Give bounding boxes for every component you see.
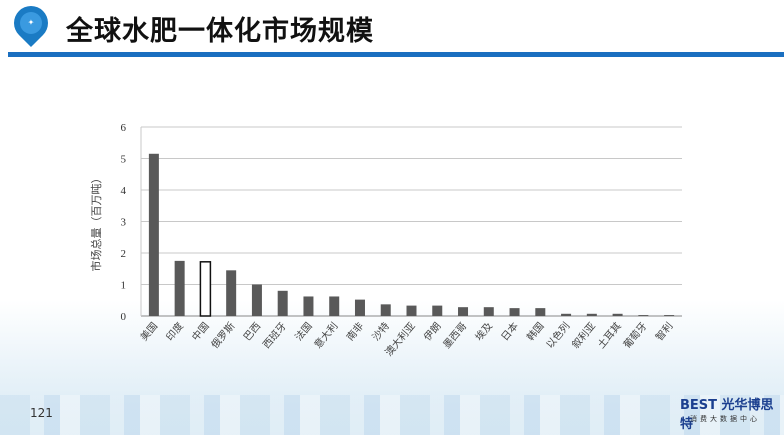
bar-澳大利亚 [406,305,417,316]
y-tick-label: 5 [121,154,127,166]
page-title: 全球水肥一体化市场规模 [66,16,374,47]
bar-韩国 [535,308,546,316]
bar-葡萄牙 [638,315,649,316]
x-tick-label: 沙特 [370,320,392,343]
x-tick-label: 智利 [653,320,676,344]
bar-日本 [509,308,520,316]
bar-土耳其 [612,313,623,316]
x-tick-label: 日本 [498,320,521,344]
x-tick-label: 韩国 [524,320,547,344]
y-tick-label: 6 [121,122,127,134]
bar-叙利亚 [586,313,597,316]
y-tick-label: 2 [121,248,127,260]
bar-中国 [199,261,212,317]
x-tick-label: 伊朗 [422,320,444,343]
farm-logo-icon: ✦ [20,12,42,34]
x-tick-label: 埃及 [472,320,495,344]
bar-伊朗 [432,305,443,316]
bar-智利 [664,315,675,316]
x-tick-label: 西班牙 [261,320,289,351]
x-tick-label: 意大利 [311,320,340,351]
y-tick-label: 1 [121,280,127,292]
y-axis-label: 市场总量（百万吨） [89,173,103,272]
y-tick-label: 3 [121,217,127,229]
x-tick-label: 俄罗斯 [208,320,237,351]
bar-以色列 [561,313,572,316]
brand-subtitle: 消费大数据中心 [690,415,760,423]
bar-美国 [148,153,159,316]
x-tick-label: 葡萄牙 [620,320,649,351]
bar-俄罗斯 [226,270,237,316]
bar-沙特 [380,304,391,316]
bar-意大利 [329,296,340,316]
bar-巴西 [251,284,262,316]
x-tick-label: 墨西哥 [441,320,469,351]
y-tick-label: 4 [121,185,127,197]
y-tick-label: 0 [121,311,127,323]
x-tick-label: 印度 [163,320,186,344]
title-divider [8,52,784,57]
x-tick-label: 南非 [343,320,366,344]
x-tick-label: 美国 [137,320,160,344]
brand-logo: BEST 光华博思特 [680,398,774,432]
bar-墨西哥 [458,307,469,316]
bar-印度 [174,260,185,316]
bar-西班牙 [277,290,288,316]
bar-法国 [303,296,314,316]
x-tick-label: 以色列 [543,320,572,351]
x-tick-label: 土耳其 [595,320,624,351]
x-tick-label: 中国 [189,320,212,344]
x-tick-label: 法国 [292,320,315,344]
x-tick-label: 巴西 [241,320,263,343]
bar-埃及 [483,307,494,316]
x-tick-label: 叙利亚 [569,320,598,351]
background-skyline [0,395,784,435]
page-number: 121 [30,406,53,420]
bar-南非 [354,299,365,316]
